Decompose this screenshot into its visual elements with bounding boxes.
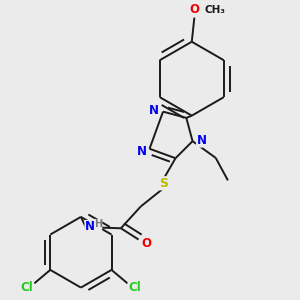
Text: Cl: Cl: [128, 281, 141, 294]
Text: Cl: Cl: [21, 281, 34, 294]
Text: N: N: [149, 103, 159, 116]
Text: O: O: [141, 237, 151, 250]
Text: CH₃: CH₃: [205, 4, 226, 15]
Text: N: N: [136, 145, 146, 158]
Text: O: O: [189, 3, 199, 16]
Text: H: H: [94, 219, 102, 230]
Text: N: N: [196, 134, 207, 147]
Text: S: S: [159, 177, 168, 190]
Text: N: N: [85, 220, 95, 233]
